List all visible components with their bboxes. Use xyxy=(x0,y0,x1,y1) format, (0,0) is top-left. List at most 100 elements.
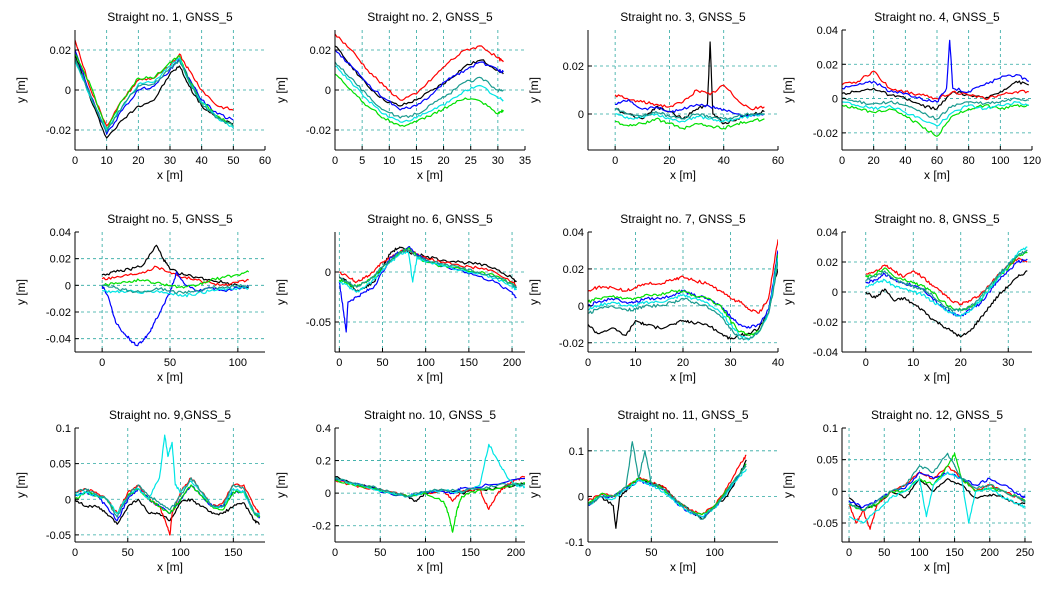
x-tick-label: 30 xyxy=(164,155,176,167)
x-tick-label: 120 xyxy=(1023,155,1041,167)
series-line xyxy=(588,268,778,340)
series-group xyxy=(865,246,1028,338)
y-tick-label: 0.02 xyxy=(817,59,838,71)
y-tick-label: 0 xyxy=(65,494,71,506)
series-group xyxy=(335,443,525,533)
x-tick-label: 30 xyxy=(492,155,504,167)
y-tick-label: 0 xyxy=(832,94,838,106)
x-tick-label: 100 xyxy=(910,547,928,559)
x-tick-label: 15 xyxy=(410,155,422,167)
x-tick-label: 25 xyxy=(465,155,477,167)
y-tick-label: 0.04 xyxy=(817,227,838,239)
y-tick-label: -0.05 xyxy=(46,530,71,542)
x-axis-label: x [m] xyxy=(924,168,950,182)
x-axis-label: x [m] xyxy=(924,560,950,574)
y-axis-label: y [m] xyxy=(14,279,28,305)
x-tick-label: 20 xyxy=(677,357,689,369)
series-line xyxy=(75,57,234,133)
x-tick-label: 0 xyxy=(332,547,338,559)
x-tick-label: 0 xyxy=(846,547,852,559)
series-line xyxy=(75,53,234,139)
series-line xyxy=(848,465,1026,530)
chart-panel-9: Straight no. 9,GNSS_50 50 100 150-0.0500.05… xyxy=(14,408,265,574)
x-tick-label: 150 xyxy=(462,547,480,559)
series-line xyxy=(335,33,504,101)
x-tick-label: 100 xyxy=(416,547,434,559)
y-tick-label: 0 xyxy=(65,85,71,97)
x-tick-label: 20 xyxy=(955,357,967,369)
series-line xyxy=(101,265,249,287)
y-tick-label: -0.02 xyxy=(559,338,584,350)
x-tick-label: 60 xyxy=(259,155,271,167)
y-tick-label: -0.02 xyxy=(46,307,71,319)
y-tick-label: 0 xyxy=(578,301,584,313)
series-line xyxy=(614,107,765,120)
series-group xyxy=(614,41,765,130)
x-tick-label: 20 xyxy=(868,155,880,167)
chart-title: Straight no. 2, GNSS_5 xyxy=(367,10,493,24)
chart-title: Straight no. 10, GNSS_5 xyxy=(364,408,496,422)
series-line xyxy=(101,284,250,294)
y-axis-label: y [m] xyxy=(274,279,288,305)
series-line xyxy=(865,249,1028,312)
series-line xyxy=(865,257,1028,306)
chart-title: Straight no. 8, GNSS_5 xyxy=(874,212,1000,226)
chart-panel-6: Straight no. 6, GNSS_5 0 50 100 150 200 -0.05 0… xyxy=(274,212,525,384)
y-axis-label: y [m] xyxy=(527,77,541,103)
x-tick-label: 100 xyxy=(229,357,247,369)
x-tick-label: 150 xyxy=(460,357,478,369)
series-line xyxy=(335,443,525,498)
y-tick-label: 0 xyxy=(832,486,838,498)
y-tick-label: 0.02 xyxy=(563,61,584,73)
series-line xyxy=(848,471,1026,524)
x-tick-label: 100 xyxy=(171,547,189,559)
series-line xyxy=(588,239,778,314)
x-tick-label: 50 xyxy=(376,357,388,369)
x-tick-label: 0 xyxy=(336,357,342,369)
x-tick-label: 150 xyxy=(224,547,242,559)
series-line xyxy=(335,49,504,111)
series-line xyxy=(101,270,250,289)
chart-panel-7: Straight no. 7, GNSS_50 10 20 30 40-0.0200.0… xyxy=(527,212,784,384)
y-axis-label: y [m] xyxy=(781,279,795,305)
y-axis-label: y [m] xyxy=(274,472,288,498)
series-line xyxy=(588,261,778,341)
chart-panel-12: Straight no. 12, GNSS_5 0 50 100 150 200 250 -0… xyxy=(781,408,1034,574)
x-tick-label: 50 xyxy=(227,155,239,167)
x-tick-label: 40 xyxy=(772,357,784,369)
series-line xyxy=(848,452,1026,512)
y-tick-label: 0.4 xyxy=(316,423,331,435)
y-tick-label: -0.02 xyxy=(813,128,838,140)
y-axis-label: y [m] xyxy=(781,472,795,498)
x-axis-label: x [m] xyxy=(157,560,183,574)
x-tick-label: 100 xyxy=(417,357,435,369)
x-tick-label: 20 xyxy=(132,155,144,167)
x-tick-label: 0 xyxy=(72,155,78,167)
y-axis-label: y [m] xyxy=(14,77,28,103)
y-axis-label: y [m] xyxy=(14,472,28,498)
chart-title: Straight no. 1, GNSS_5 xyxy=(107,10,233,24)
x-axis-label: x [m] xyxy=(157,370,183,384)
x-tick-label: 60 xyxy=(772,155,784,167)
series-line xyxy=(842,100,1030,127)
x-tick-label: 50 xyxy=(645,547,657,559)
x-tick-label: 5 xyxy=(359,155,365,167)
x-tick-label: 20 xyxy=(663,155,675,167)
x-tick-label: 150 xyxy=(945,547,963,559)
x-axis-label: x [m] xyxy=(924,370,950,384)
chart-panel-5: Straight no. 5, GNSS_5 0 50 100 -0.04 -0.02 0 0… xyxy=(14,212,265,384)
y-tick-label: -0.2 xyxy=(312,521,331,533)
x-tick-label: 40 xyxy=(899,155,911,167)
chart-panel-4: Straight no. 4, GNSS_5 0 20 40 60 80 100 120 -0.… xyxy=(781,10,1041,182)
series-group xyxy=(101,244,250,347)
y-tick-label: -0.05 xyxy=(813,518,838,530)
x-tick-label: 50 xyxy=(164,357,176,369)
x-tick-label: 200 xyxy=(503,357,521,369)
series-group xyxy=(588,239,778,341)
x-tick-label: 10 xyxy=(101,155,113,167)
x-tick-label: 0 xyxy=(72,547,78,559)
series-line xyxy=(588,454,747,516)
chart-title: Straight no. 11, GNSS_5 xyxy=(617,408,749,422)
x-tick-label: 200 xyxy=(981,547,999,559)
x-tick-label: 200 xyxy=(507,547,525,559)
